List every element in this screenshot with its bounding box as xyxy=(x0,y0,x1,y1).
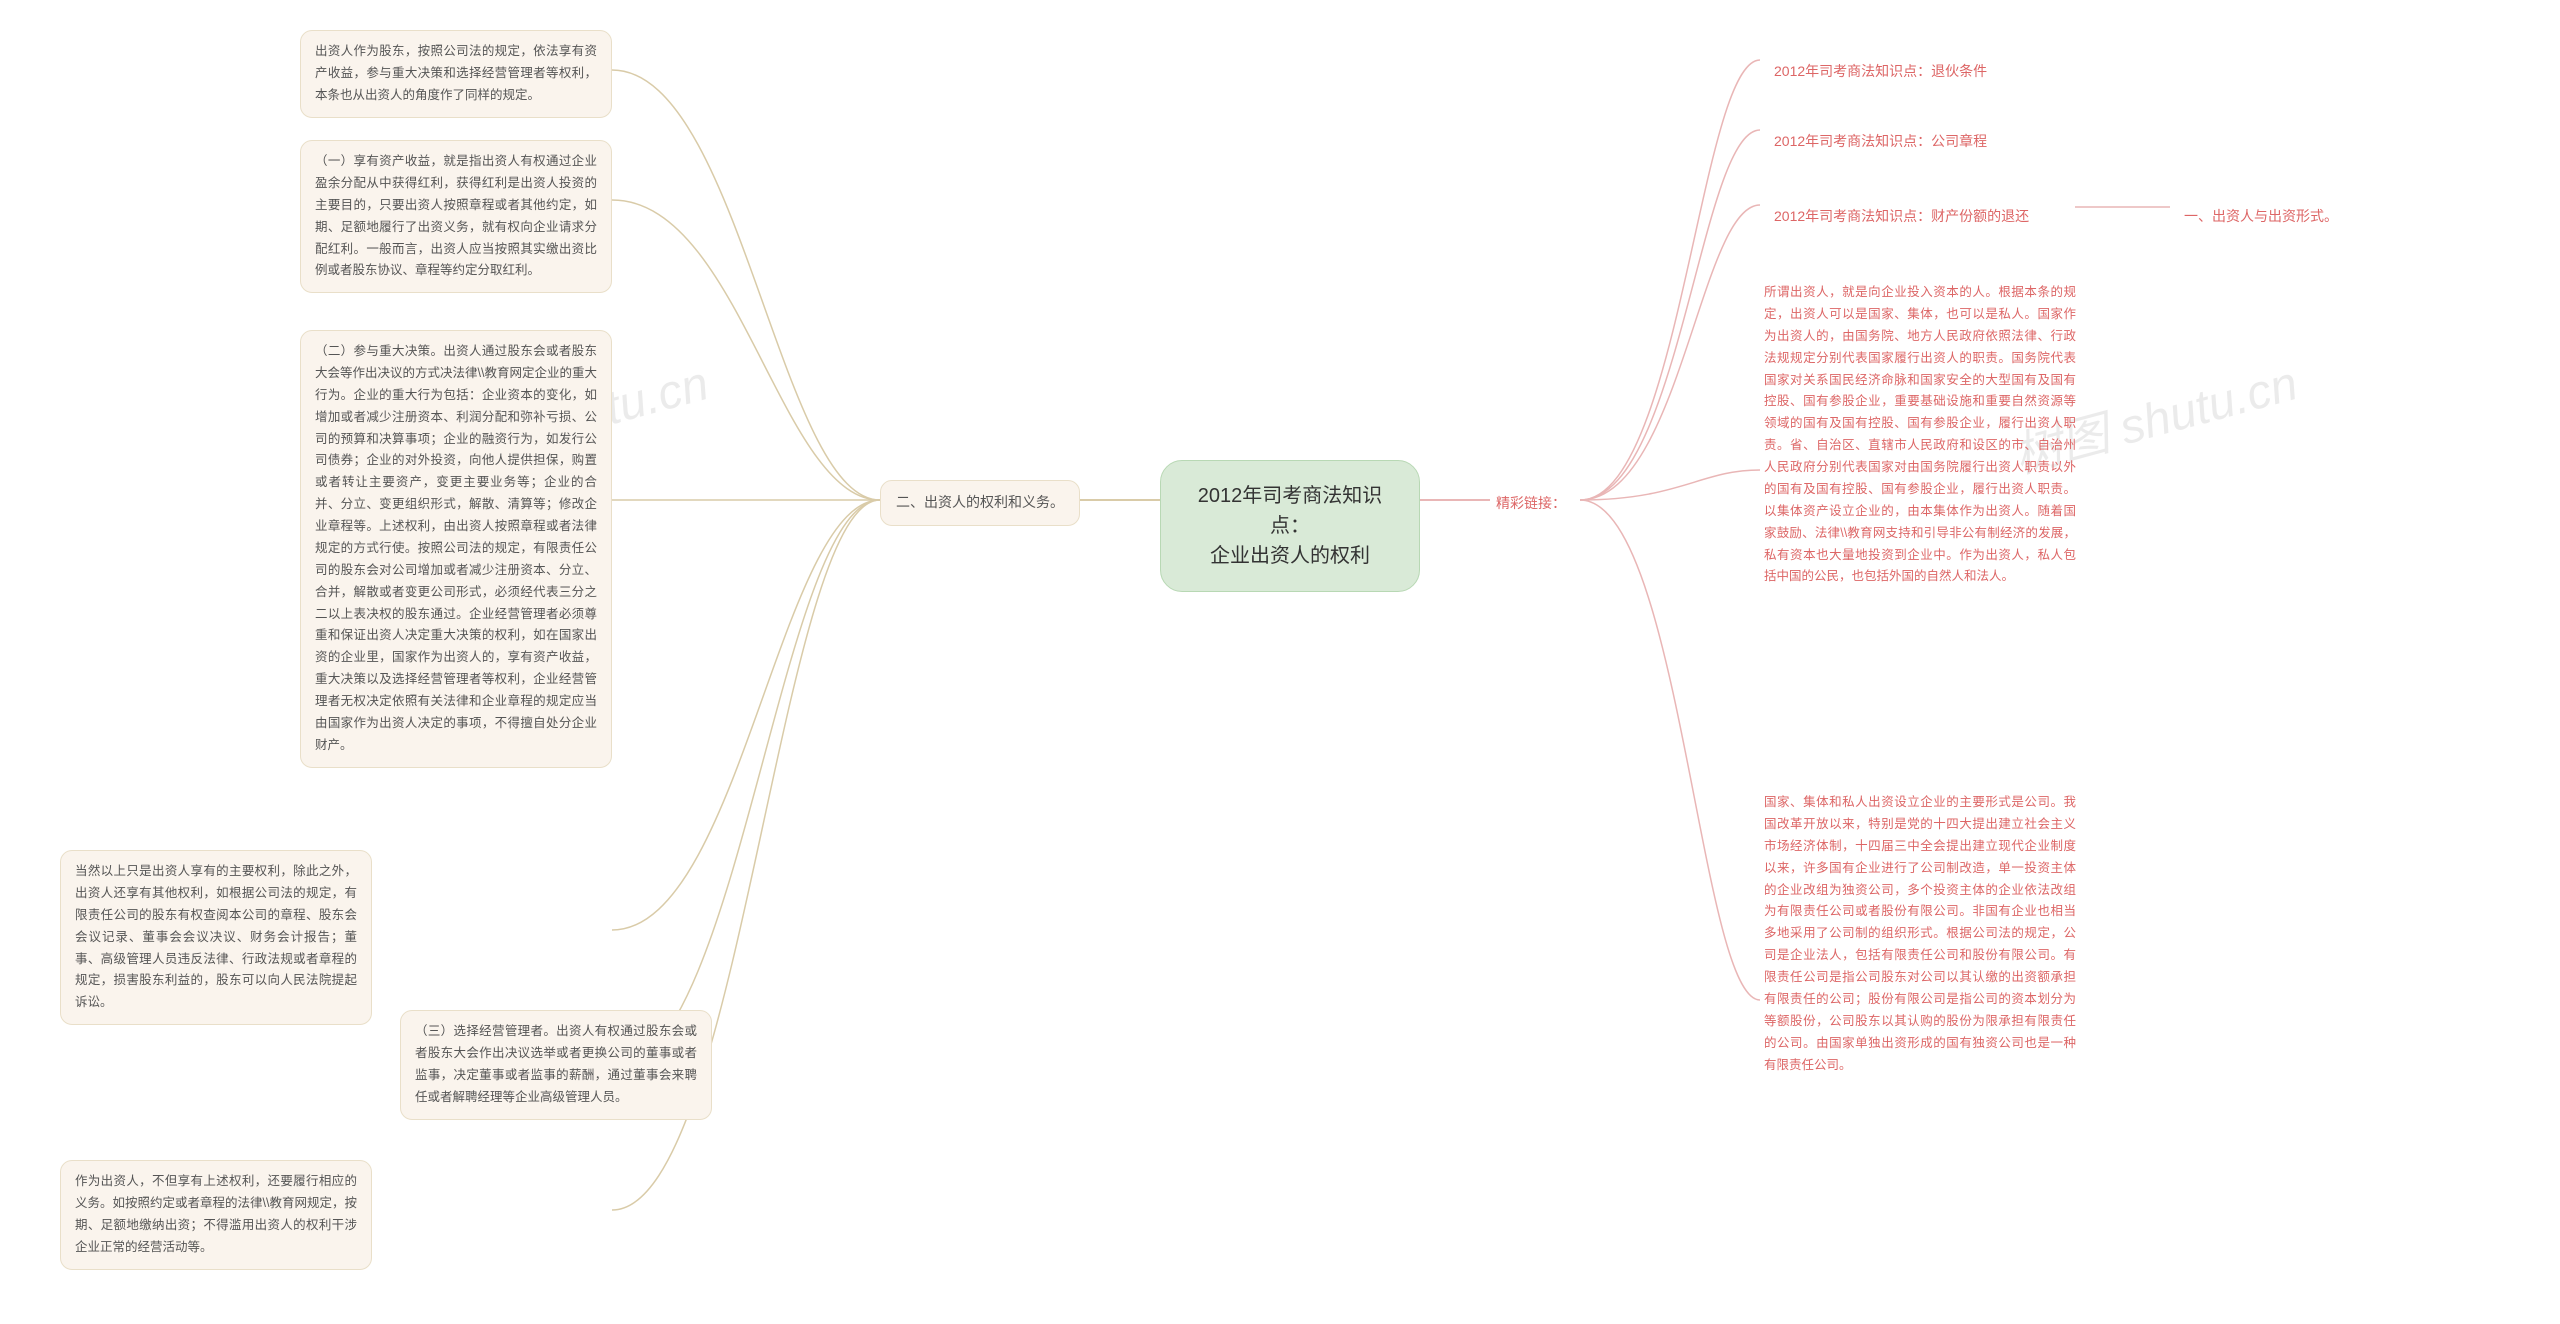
left-leaf-2: （二）参与重大决策。出资人通过股东会或者股东大会等作出决议的方式决法律\\教育网… xyxy=(300,330,612,768)
root-line2: 企业出资人的权利 xyxy=(1210,545,1370,567)
left-leaf-3: 当然以上只是出资人享有的主要权利，除此之外，出资人还享有其他权利，如根据公司法的… xyxy=(60,850,372,1025)
root-node: 2012年司考商法知识点： 企业出资人的权利 xyxy=(1160,460,1420,592)
left-leaf-5: 作为出资人，不但享有上述权利，还要履行相应的义务。如按照约定或者章程的法律\\教… xyxy=(60,1160,372,1270)
right-block-0: 所谓出资人，就是向企业投入资本的人。根据本条的规定，出资人可以是国家、集体，也可… xyxy=(1760,280,2080,590)
left-branch-label: 二、出资人的权利和义务。 xyxy=(880,480,1080,526)
right-branch-label: 精彩链接： xyxy=(1490,488,1572,520)
right-section-label: 一、出资人与出资形式。 xyxy=(2170,195,2352,239)
right-link-0[interactable]: 2012年司考商法知识点：退伙条件 xyxy=(1760,50,2001,94)
right-link-2[interactable]: 2012年司考商法知识点：财产份额的退还 xyxy=(1760,195,2043,239)
right-link-1[interactable]: 2012年司考商法知识点：公司章程 xyxy=(1760,120,2001,164)
left-leaf-4: （三）选择经营管理者。出资人有权通过股东会或者股东大会作出决议选举或者更换公司的… xyxy=(400,1010,712,1120)
right-block-1: 国家、集体和私人出资设立企业的主要形式是公司。我国改革开放以来，特别是党的十四大… xyxy=(1760,790,2080,1078)
left-leaf-1: （一）享有资产收益，就是指出资人有权通过企业盈余分配从中获得红利，获得红利是出资… xyxy=(300,140,612,293)
root-line1: 2012年司考商法知识点： xyxy=(1198,485,1383,537)
left-leaf-0: 出资人作为股东，按照公司法的规定，依法享有资产收益，参与重大决策和选择经营管理者… xyxy=(300,30,612,118)
